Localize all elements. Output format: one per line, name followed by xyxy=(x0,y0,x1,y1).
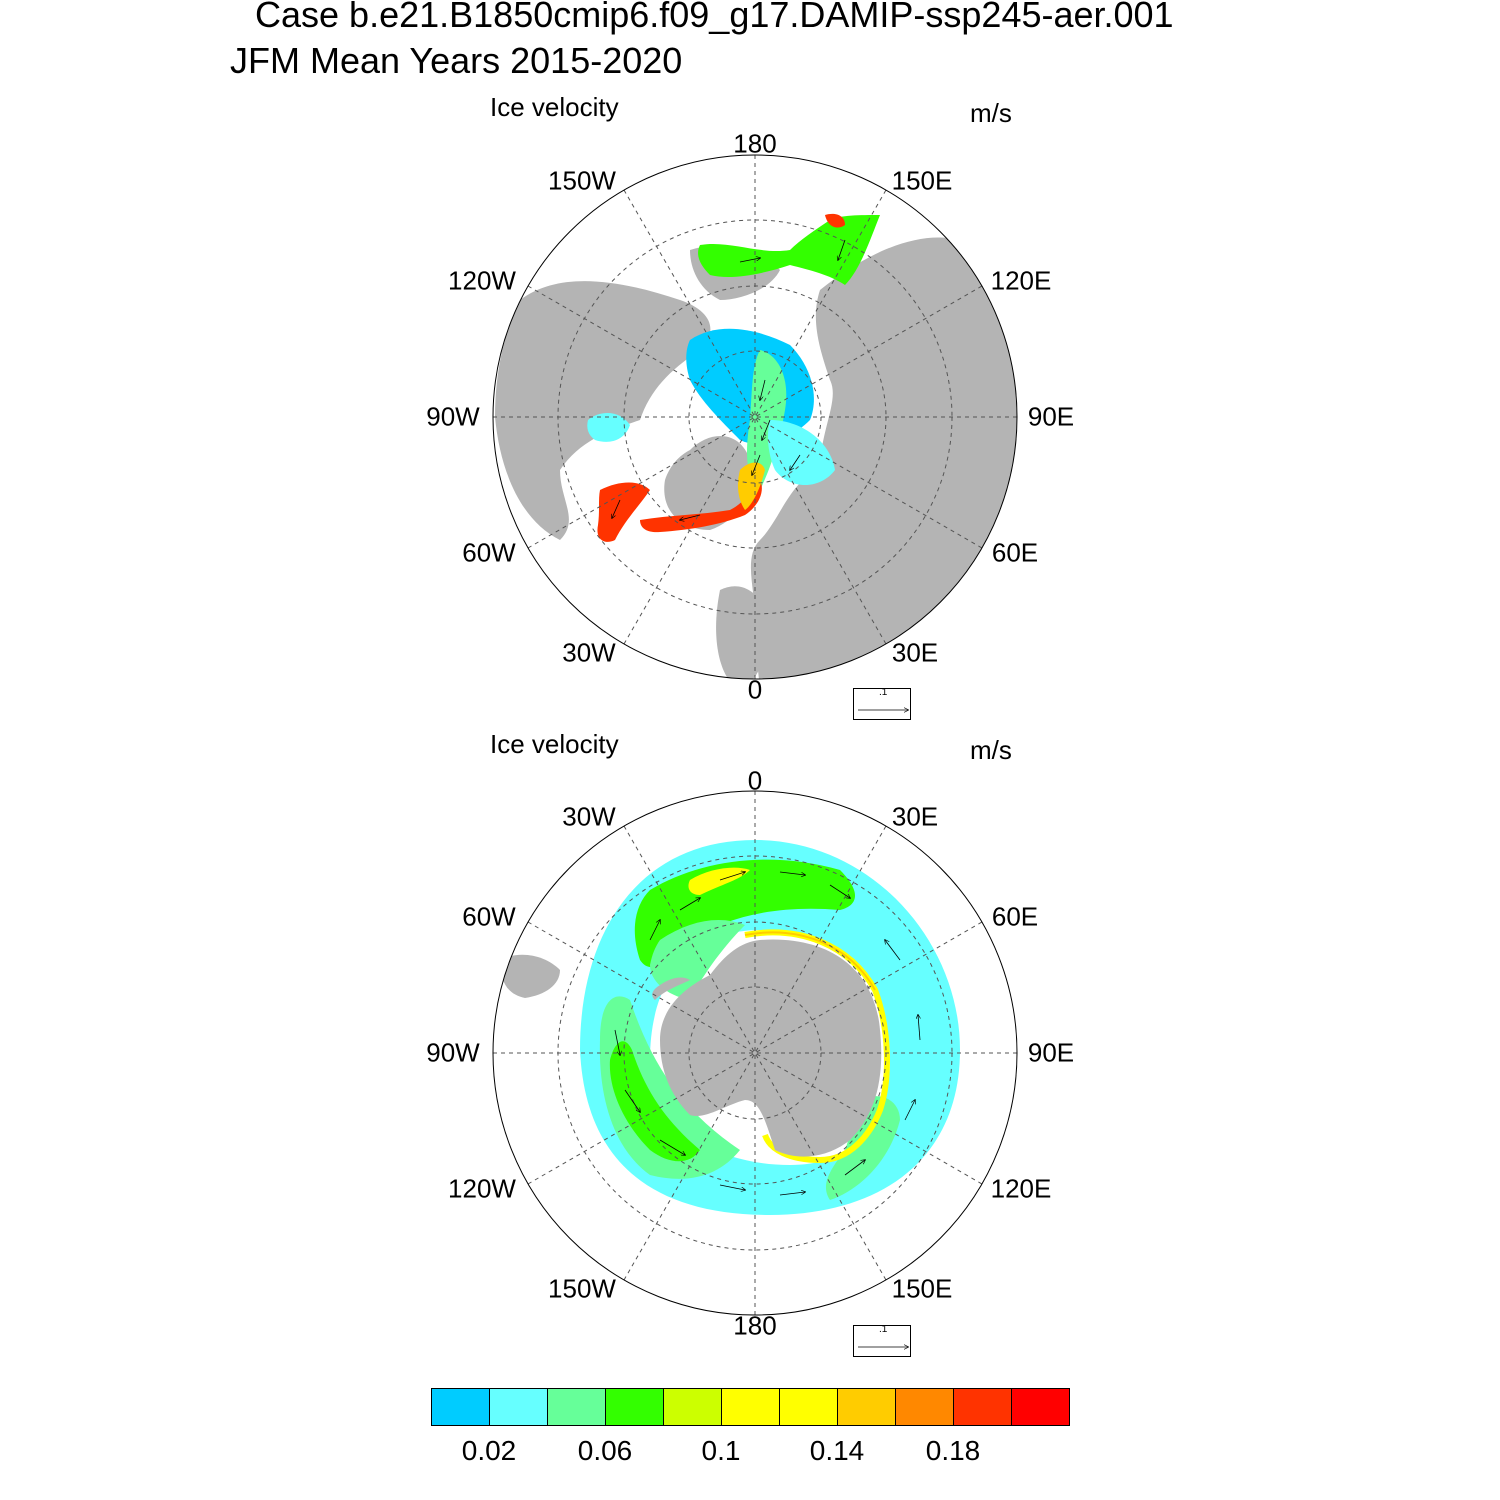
north-lon-label-180: 180 xyxy=(733,128,777,159)
colorbar-tick-label: 0.06 xyxy=(577,1435,633,1466)
north-ice-bering-green xyxy=(698,215,880,285)
north-lon-label-90e: 90E xyxy=(1027,401,1075,432)
north-lon-label-150w: 150W xyxy=(548,165,616,196)
south-ice-weddell-yellow xyxy=(688,867,750,895)
south-panel-title: Ice velocity xyxy=(490,729,619,759)
colorbar-cell xyxy=(489,1388,548,1426)
north-reference-arrow xyxy=(858,689,912,721)
south-lon-label-30w: 30W xyxy=(562,801,616,832)
north-ice-greenland-east-red xyxy=(640,480,762,533)
south-lon-label-120e: 120E xyxy=(990,1173,1052,1204)
south-lon-label-60e: 60E xyxy=(991,901,1039,932)
figure-title-line1: Case b.e21.B1850cmip6.f09_g17.DAMIP-ssp2… xyxy=(255,0,1174,35)
north-lon-label-0: 0 xyxy=(747,674,763,705)
north-lon-label-60e: 60E xyxy=(991,537,1039,568)
south-ice-ross-dark xyxy=(609,1041,700,1162)
south-lon-label-30e: 30E xyxy=(891,801,939,832)
south-land-south-america xyxy=(500,954,560,998)
colorbar-cell xyxy=(721,1388,780,1426)
south-lon-label-150e: 150E xyxy=(891,1273,953,1304)
north-ice-labrador-red xyxy=(597,482,650,542)
colorbar-tick-label: 0.1 xyxy=(701,1435,741,1466)
north-land-eurasia xyxy=(750,237,1017,679)
north-ice-transpolar-green xyxy=(747,350,787,490)
south-reference-vector: .1 xyxy=(853,1324,912,1358)
colorbar-cell xyxy=(779,1388,838,1426)
south-lon-label-150w: 150W xyxy=(548,1273,616,1304)
colorbar-cell xyxy=(431,1388,490,1426)
colorbar xyxy=(431,1388,1071,1428)
colorbar-cell xyxy=(953,1388,1012,1426)
south-map xyxy=(493,791,1017,1315)
colorbar-cell xyxy=(605,1388,664,1426)
north-panel-title: Ice velocity xyxy=(490,92,619,122)
north-lon-label-60w: 60W xyxy=(462,537,516,568)
north-ice-fram-yellow xyxy=(737,462,765,510)
south-panel-units: m/s xyxy=(970,735,1012,765)
south-lon-label-90w: 90W xyxy=(426,1037,480,1068)
south-reference-arrow xyxy=(858,1326,912,1358)
north-land-greenland xyxy=(664,436,751,530)
colorbar-cell xyxy=(663,1388,722,1426)
north-reference-vector-label: .1 xyxy=(879,687,888,698)
colorbar-cell xyxy=(895,1388,954,1426)
north-lon-label-90w: 90W xyxy=(426,401,480,432)
south-ice-coastal-orange xyxy=(744,931,876,991)
figure-title-line2: JFM Mean Years 2015-2020 xyxy=(230,40,683,81)
north-lon-label-30w: 30W xyxy=(562,637,616,668)
south-lon-label-180: 180 xyxy=(733,1310,777,1341)
south-land-peninsula xyxy=(652,977,690,1000)
colorbar-cell xyxy=(1011,1388,1070,1426)
south-lon-label-60w: 60W xyxy=(462,901,516,932)
north-land-americas xyxy=(495,281,711,540)
south-lon-label-0: 0 xyxy=(747,765,763,796)
north-lon-label-120e: 120E xyxy=(990,265,1052,296)
north-reference-vector: .1 xyxy=(853,687,912,721)
north-panel-units: m/s xyxy=(970,98,1012,128)
colorbar-tick-label: 0.18 xyxy=(925,1435,981,1466)
colorbar-tick-label: 0.02 xyxy=(461,1435,517,1466)
north-ice-baffin-cyan xyxy=(587,413,630,442)
north-land-europe-south xyxy=(716,586,770,679)
south-reference-vector-label: .1 xyxy=(879,1324,888,1335)
colorbar-cell xyxy=(837,1388,896,1426)
south-land-antarctica xyxy=(660,939,882,1157)
south-lon-label-90e: 90E xyxy=(1027,1037,1075,1068)
colorbar-tick-label: 0.14 xyxy=(809,1435,865,1466)
north-lon-label-120w: 120W xyxy=(448,265,516,296)
south-lon-label-120w: 120W xyxy=(448,1173,516,1204)
north-lon-label-150e: 150E xyxy=(891,165,953,196)
colorbar-cell xyxy=(547,1388,606,1426)
south-ice-east-green xyxy=(825,1096,900,1200)
north-ice-okhotsk-red xyxy=(825,213,845,228)
north-map xyxy=(493,155,1017,679)
north-lon-label-30e: 30E xyxy=(891,637,939,668)
south-ice-ross-green xyxy=(599,996,740,1179)
